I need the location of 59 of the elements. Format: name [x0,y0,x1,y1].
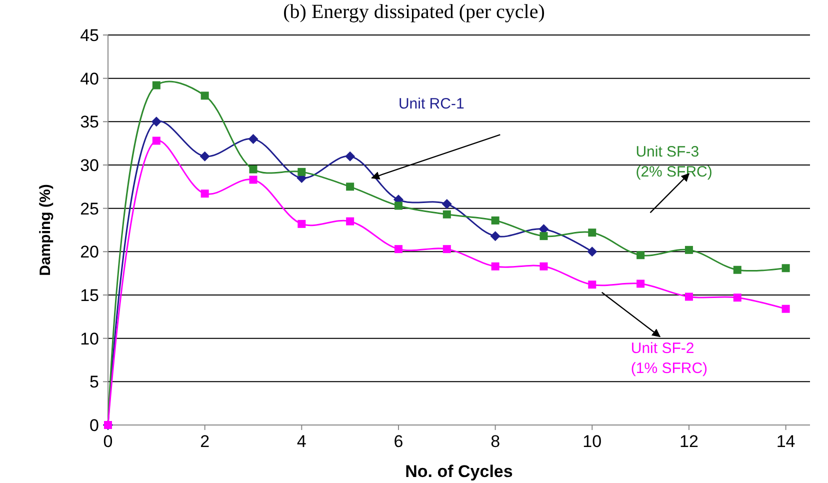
point [733,294,742,302]
x-tick-label: 14 [776,432,796,451]
point [587,246,598,257]
point [152,136,160,145]
point [442,210,451,218]
y-tick-label: 5 [90,372,99,392]
point [394,245,402,254]
x-tick-label: 12 [680,432,698,451]
point [782,264,790,272]
point [346,182,354,191]
x-tick-label: 6 [394,432,404,451]
x-tick-label: 2 [200,432,210,451]
y-tick-label: 20 [80,242,99,262]
point [540,232,548,240]
point [249,165,258,174]
text: Unit SF-2 (1% SFRC) [630,340,708,378]
point [152,81,160,90]
point [200,92,209,100]
point [540,262,548,270]
point [491,216,500,224]
y-axis-title: Damping (%) [37,184,54,276]
point [684,246,693,254]
chart-title: (b) Energy dissipated (per cycle) [283,1,545,23]
x-tick-label: 10 [582,432,602,451]
y-tick-label: 15 [80,286,99,305]
point [588,280,596,289]
point [394,202,402,210]
point [636,280,645,288]
x-tick-label: 8 [490,432,500,451]
x-tick-label: 4 [296,432,306,451]
point [782,304,790,313]
y-tick-label: 30 [80,156,99,175]
y-tick-label: 10 [80,329,99,348]
point [684,292,693,301]
y-tick-label: 35 [80,112,99,132]
y-tick-label: 0 [90,416,99,435]
point [636,251,645,260]
point [248,134,258,144]
y-tick-label: 40 [80,69,99,88]
point [733,266,742,274]
y-tick-label: 45 [80,26,99,45]
point [249,176,258,184]
text: Unit RC-1 [398,96,464,113]
point [490,231,500,242]
point [442,245,451,254]
point [298,168,306,176]
text: Unit SF-3 (2% SFRC) [636,143,712,180]
point [200,151,210,162]
x-axis-title: No. of Cycles [405,462,513,481]
point [442,199,452,209]
point [346,217,354,226]
y-tick-label: 25 [80,199,99,218]
point [491,262,500,270]
point [298,220,306,228]
point [200,190,209,198]
x-tick-label: 0 [103,432,113,451]
point [588,228,596,237]
point [151,116,162,127]
point [345,151,356,162]
